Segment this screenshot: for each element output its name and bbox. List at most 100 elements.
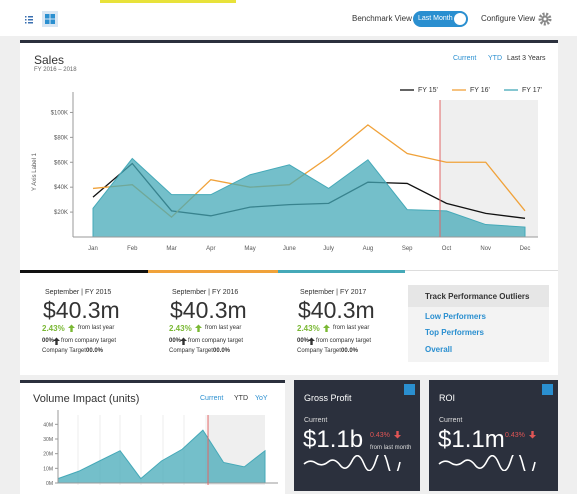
outliers-title: Track Performance Outliers	[425, 292, 530, 301]
arrow-icon	[180, 337, 187, 345]
card-change: 0.43%	[370, 432, 390, 439]
kpi-change-note: from last year	[205, 325, 242, 331]
benchmark-label: Benchmark View	[352, 14, 412, 23]
area	[57, 429, 266, 484]
sparkline	[303, 455, 401, 471]
y-tick-label: 40M	[43, 422, 53, 428]
y-tick-label: $80K	[54, 135, 68, 141]
legend-label: FY 16'	[470, 87, 490, 94]
kpi-target-value: 00.0%	[213, 348, 231, 354]
kpi-target-note: from company target	[61, 338, 117, 344]
kpi-value: $40.3m	[43, 297, 120, 323]
x-tick-label: Sep	[402, 246, 413, 252]
card-value: $1.1m	[438, 426, 505, 453]
x-tick-label: July	[323, 246, 334, 252]
sales-title: Sales	[34, 53, 65, 67]
y-tick-label: $60K	[54, 160, 68, 166]
arrow-icon	[53, 337, 60, 345]
volume-chart: 0M 10M 20M 30M 40M	[43, 410, 278, 487]
arrow-icon	[308, 337, 315, 345]
kpi-accent	[148, 270, 278, 273]
card-label: Current	[439, 417, 463, 424]
expand-icon[interactable]	[404, 384, 415, 395]
tab[interactable]: Current	[453, 55, 477, 62]
tab[interactable]: Current	[200, 395, 224, 402]
x-tick-label: Aug	[363, 246, 374, 252]
x-tick-label: Dec	[520, 246, 531, 252]
sales-subtitle: FY 2016 – 2018	[34, 67, 77, 73]
kpi-target-label: Company Target	[169, 348, 213, 354]
y-tick-label: $20K	[54, 210, 68, 216]
kpi-accent	[20, 270, 148, 273]
kpi-change-note: from last year	[78, 325, 115, 331]
arrow-icon	[529, 431, 536, 439]
tab[interactable]: YTD	[234, 395, 248, 402]
area	[92, 157, 526, 238]
kpi-value: $40.3m	[298, 297, 375, 323]
kpi-value: $40.3m	[170, 297, 247, 323]
view-icons[interactable]	[20, 10, 60, 28]
kpi-target-change: 00%	[42, 338, 55, 344]
kpi-target-change: 00%	[297, 338, 310, 344]
kpi-target-note: from company target	[188, 338, 244, 344]
card-label: Current	[304, 417, 328, 424]
y-tick-label: 0M	[46, 481, 53, 487]
legend-label: FY 15'	[418, 87, 438, 94]
y-axis-label: Y Axis Label 1	[32, 152, 38, 191]
kpi-target-change: 00%	[169, 338, 182, 344]
accent	[100, 0, 236, 3]
kpi-change-note: from last year	[333, 325, 370, 331]
toggle-label: Last Month	[418, 15, 453, 22]
arrow-icon	[394, 431, 401, 439]
y-tick-label: 30M	[43, 437, 53, 443]
x-tick-label: Nov	[480, 246, 491, 252]
roi-card	[429, 380, 558, 491]
tab[interactable]: Last 3 Years	[507, 55, 546, 62]
arrow-icon	[68, 324, 75, 332]
sparkline	[438, 455, 536, 471]
kpi-target-label: Company Target	[297, 348, 341, 354]
kpi-period: September | FY 2017	[300, 289, 367, 296]
tab[interactable]: YTD	[488, 55, 502, 62]
card-value: $1.1b	[303, 426, 364, 453]
card-change: 0.43%	[505, 432, 525, 439]
arrow-icon	[323, 324, 330, 332]
kpi-target-label: Company Target	[42, 348, 86, 354]
outlier-link[interactable]: Overall	[425, 345, 453, 354]
card-note: from last month	[370, 445, 412, 451]
card-title: Gross Profit	[304, 393, 352, 403]
sales-chart: $20K $40K $60K $80K $100K Jan Feb Mar Apr May June…	[32, 87, 542, 252]
x-tick-label: Mar	[166, 246, 176, 252]
x-tick-label: June	[283, 246, 297, 252]
outliers-header	[408, 285, 549, 307]
outlier-link[interactable]: Low Performers	[425, 312, 486, 321]
x-tick-label: Jan	[88, 246, 98, 252]
legend-label: FY 17'	[522, 87, 542, 94]
outlier-link[interactable]: Top Performers	[425, 328, 484, 337]
kpi-change: 2.43%	[297, 324, 320, 333]
kpi-accent	[278, 270, 405, 273]
kpi-period: September | FY 2015	[45, 289, 112, 296]
kpi-period: September | FY 2016	[172, 289, 239, 296]
top-bar	[0, 0, 577, 36]
x-tick-label: Oct	[442, 246, 452, 252]
x-tick-label: May	[244, 246, 255, 252]
tab[interactable]: YoY	[255, 395, 268, 402]
kpi-target-value: 00.0%	[86, 348, 104, 354]
configure-label[interactable]: Configure View	[481, 14, 536, 23]
x-tick-label: Feb	[127, 246, 138, 252]
x-tick-label: Apr	[206, 246, 215, 252]
expand-icon[interactable]	[542, 384, 553, 395]
toggle-knob	[454, 13, 466, 25]
kpi-change: 2.43%	[169, 324, 192, 333]
kpi-change: 2.43%	[42, 324, 65, 333]
y-tick-label: $40K	[54, 185, 68, 191]
y-tick-label: 20M	[43, 452, 53, 458]
y-tick-label: $100K	[51, 110, 68, 116]
y-tick-label: 10M	[43, 466, 53, 472]
arrow-icon	[195, 324, 202, 332]
gear-icon[interactable]	[538, 12, 552, 26]
volume-title: Volume Impact (units)	[33, 393, 140, 405]
card-title: ROI	[439, 393, 456, 403]
